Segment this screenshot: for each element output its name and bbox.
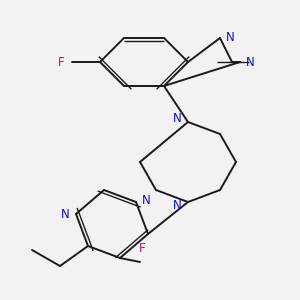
Text: N: N <box>226 31 235 44</box>
Text: N: N <box>142 194 151 206</box>
Text: F: F <box>139 242 145 255</box>
Text: N: N <box>173 112 182 125</box>
Text: N: N <box>173 199 182 212</box>
Text: F: F <box>57 56 64 68</box>
Text: N: N <box>61 208 70 220</box>
Text: N: N <box>246 56 255 69</box>
